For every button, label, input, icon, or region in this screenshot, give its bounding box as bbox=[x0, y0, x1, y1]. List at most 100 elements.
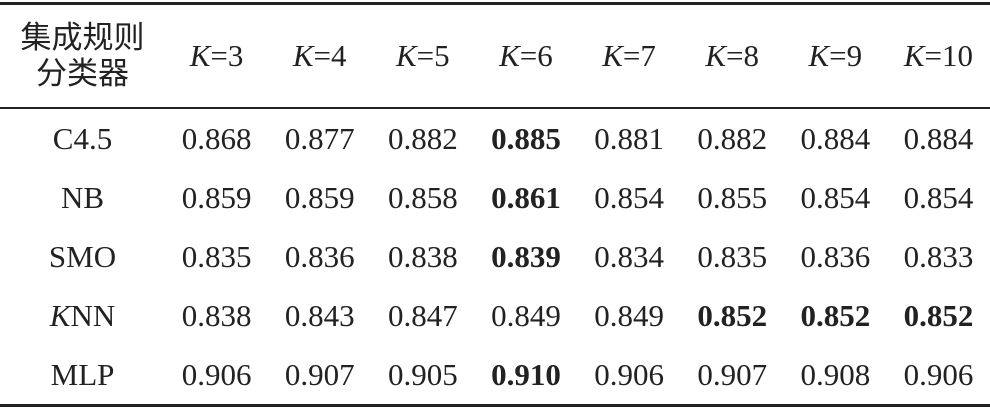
value: 0.843 bbox=[284, 297, 355, 333]
value-cell: 0.884 bbox=[784, 109, 887, 168]
value-cell: 0.855 bbox=[681, 168, 784, 227]
value-cell: 0.849 bbox=[474, 286, 577, 345]
value: 0.847 bbox=[387, 297, 458, 333]
value: 0.906 bbox=[594, 356, 664, 392]
value-cell: 0.854 bbox=[578, 168, 681, 227]
value-cell: 0.859 bbox=[268, 168, 371, 227]
value: 0.838 bbox=[387, 238, 458, 274]
value-cell: 0.835 bbox=[165, 227, 268, 286]
column-header: K =10 bbox=[887, 5, 990, 107]
row-label: SMO bbox=[0, 227, 165, 286]
value-cell: 0.906 bbox=[578, 345, 681, 404]
value: 0.881 bbox=[594, 120, 664, 156]
column-header-text: =5 bbox=[416, 38, 450, 73]
value: 0.882 bbox=[697, 120, 768, 156]
value-cell: 0.859 bbox=[165, 168, 268, 227]
value: 0.849 bbox=[594, 297, 664, 333]
value-cell: 0.868 bbox=[165, 109, 268, 168]
header-rule bbox=[0, 107, 990, 109]
value-cell: 0.854 bbox=[784, 168, 887, 227]
value-cell: 0.907 bbox=[268, 345, 371, 404]
row-label-text: SMO bbox=[48, 238, 117, 274]
value-cell: 0.839 bbox=[474, 227, 577, 286]
value-cell: 0.877 bbox=[268, 109, 371, 168]
best-value: 0.885 bbox=[491, 120, 561, 156]
value: 0.835 bbox=[181, 238, 252, 274]
value-cell: 0.907 bbox=[681, 345, 784, 404]
value: 0.834 bbox=[594, 238, 664, 274]
value-cell: 0.882 bbox=[371, 109, 474, 168]
column-header: K =8 bbox=[681, 5, 784, 107]
best-value: 0.852 bbox=[903, 297, 974, 333]
column-header-symbol: K bbox=[602, 38, 623, 73]
value: 0.884 bbox=[800, 120, 871, 156]
row-label-text: C4.5 bbox=[52, 120, 113, 156]
column-header-text: =7 bbox=[622, 38, 656, 73]
value: 0.905 bbox=[387, 356, 458, 392]
value-cell: 0.835 bbox=[681, 227, 784, 286]
best-value: 0.852 bbox=[697, 297, 768, 333]
value: 0.849 bbox=[491, 297, 561, 333]
value-cell: 0.838 bbox=[371, 227, 474, 286]
value-cell: 0.852 bbox=[784, 286, 887, 345]
value: 0.906 bbox=[903, 356, 974, 392]
column-header-symbol: K bbox=[292, 38, 314, 73]
column-header-text: =10 bbox=[924, 38, 974, 73]
best-value: 0.910 bbox=[491, 356, 561, 392]
value: 0.859 bbox=[284, 179, 355, 215]
row-label-text: NB bbox=[60, 179, 105, 215]
value: 0.854 bbox=[903, 179, 974, 215]
value-cell: 0.906 bbox=[887, 345, 990, 404]
value-cell: 0.882 bbox=[681, 109, 784, 168]
value: 0.877 bbox=[284, 120, 355, 156]
row-label: K NN bbox=[0, 286, 165, 345]
value-cell: 0.847 bbox=[371, 286, 474, 345]
column-header-symbol: K bbox=[499, 38, 520, 73]
corner-header: 集成规则 分类器 bbox=[0, 5, 165, 107]
column-header-symbol: K bbox=[808, 38, 830, 73]
value: 0.906 bbox=[181, 356, 252, 392]
column-header: K =3 bbox=[165, 5, 268, 107]
bottom-rule bbox=[0, 404, 990, 407]
column-header-text: =4 bbox=[313, 38, 347, 73]
value-cell: 0.833 bbox=[887, 227, 990, 286]
value: 0.858 bbox=[387, 179, 458, 215]
value: 0.907 bbox=[284, 356, 355, 392]
column-header-symbol: K bbox=[705, 38, 727, 73]
column-header: K =6 bbox=[474, 5, 577, 107]
best-value: 0.839 bbox=[491, 238, 561, 274]
row-label-symbol: K bbox=[49, 297, 71, 333]
column-header: K =4 bbox=[268, 5, 371, 107]
value: 0.868 bbox=[181, 120, 252, 156]
column-header: K =5 bbox=[371, 5, 474, 107]
value-cell: 0.884 bbox=[887, 109, 990, 168]
value: 0.908 bbox=[800, 356, 871, 392]
column-header-symbol: K bbox=[189, 38, 211, 73]
value-cell: 0.905 bbox=[371, 345, 474, 404]
best-value: 0.852 bbox=[800, 297, 871, 333]
column-header: K =9 bbox=[784, 5, 887, 107]
row-label: C4.5 bbox=[0, 109, 165, 168]
value-cell: 0.910 bbox=[474, 345, 577, 404]
value-cell: 0.836 bbox=[784, 227, 887, 286]
column-header-symbol: K bbox=[395, 38, 417, 73]
column-header-text: =9 bbox=[829, 38, 863, 73]
value: 0.854 bbox=[594, 179, 664, 215]
value-cell: 0.908 bbox=[784, 345, 887, 404]
value-cell: 0.838 bbox=[165, 286, 268, 345]
value: 0.854 bbox=[800, 179, 871, 215]
best-value: 0.861 bbox=[491, 179, 561, 215]
value-cell: 0.836 bbox=[268, 227, 371, 286]
value-cell: 0.861 bbox=[474, 168, 577, 227]
value-cell: 0.881 bbox=[578, 109, 681, 168]
corner-line: 分类器 bbox=[36, 56, 129, 91]
value: 0.836 bbox=[800, 238, 871, 274]
value-cell: 0.906 bbox=[165, 345, 268, 404]
row-label: MLP bbox=[0, 345, 165, 404]
value: 0.836 bbox=[284, 238, 355, 274]
row-label: NB bbox=[0, 168, 165, 227]
row-label-text: MLP bbox=[50, 356, 115, 392]
value: 0.859 bbox=[181, 179, 252, 215]
value: 0.855 bbox=[697, 179, 768, 215]
